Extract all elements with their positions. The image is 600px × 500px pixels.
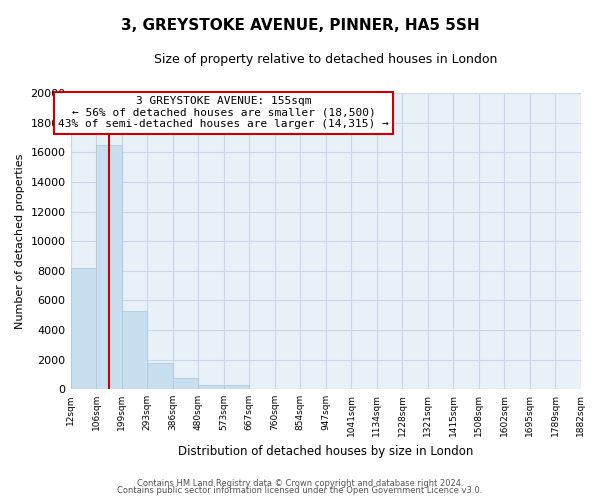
Text: Contains public sector information licensed under the Open Government Licence v3: Contains public sector information licen… bbox=[118, 486, 482, 495]
Text: 3 GREYSTOKE AVENUE: 155sqm
← 56% of detached houses are smaller (18,500)
43% of : 3 GREYSTOKE AVENUE: 155sqm ← 56% of deta… bbox=[58, 96, 389, 129]
Bar bbox=[96, 145, 122, 389]
Bar bbox=[173, 378, 198, 389]
Bar bbox=[71, 268, 96, 389]
Text: 3, GREYSTOKE AVENUE, PINNER, HA5 5SH: 3, GREYSTOKE AVENUE, PINNER, HA5 5SH bbox=[121, 18, 479, 32]
Y-axis label: Number of detached properties: Number of detached properties bbox=[15, 154, 25, 329]
X-axis label: Distribution of detached houses by size in London: Distribution of detached houses by size … bbox=[178, 444, 473, 458]
Bar bbox=[147, 362, 173, 389]
Bar bbox=[122, 310, 147, 389]
Text: Contains HM Land Registry data © Crown copyright and database right 2024.: Contains HM Land Registry data © Crown c… bbox=[137, 478, 463, 488]
Bar bbox=[198, 385, 224, 389]
Title: Size of property relative to detached houses in London: Size of property relative to detached ho… bbox=[154, 52, 497, 66]
Bar bbox=[224, 385, 249, 389]
